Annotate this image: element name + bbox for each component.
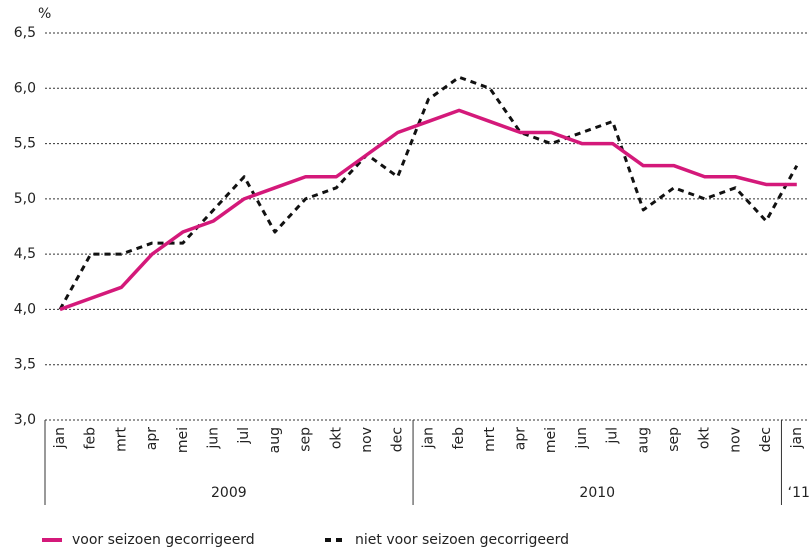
x-tick-label: aug xyxy=(635,427,651,453)
y-tick-label: 3,5 xyxy=(14,357,36,373)
x-tick-label: dec xyxy=(758,427,774,452)
y-tick-label: 4,5 xyxy=(14,246,36,262)
x-tick-label: jan xyxy=(52,427,68,449)
y-unit: % xyxy=(38,6,51,22)
year-label: 2010 xyxy=(579,485,615,501)
x-tick-label: jan xyxy=(420,427,436,449)
x-tick-label: jun xyxy=(574,427,590,450)
x-tick-label: aug xyxy=(267,427,283,453)
x-tick-label: nov xyxy=(727,427,743,453)
x-tick-label: jul xyxy=(605,427,621,445)
x-tick-label: feb xyxy=(451,427,467,450)
x-tick-label: apr xyxy=(144,427,160,450)
x-tick-label: sep xyxy=(298,427,314,452)
series-line xyxy=(59,108,797,312)
y-tick-label: 5,5 xyxy=(14,136,36,152)
x-tick-label: okt xyxy=(328,426,344,449)
x-tick-label: mrt xyxy=(113,426,129,451)
legend-label: voor seizoen gecorrigeerd xyxy=(72,532,255,548)
x-tick-label: feb xyxy=(83,427,99,450)
y-tick-label: 3,0 xyxy=(14,412,36,428)
y-tick-label: 5,0 xyxy=(14,191,36,207)
y-tick-label: 6,0 xyxy=(14,80,36,96)
year-label: 2009 xyxy=(211,485,247,501)
x-tick-label: dec xyxy=(390,427,406,452)
x-tick-label: nov xyxy=(359,427,375,453)
series-line xyxy=(58,75,799,311)
x-tick-label: jan xyxy=(789,427,805,449)
x-tick-label: sep xyxy=(666,427,682,452)
x-tick-label: apr xyxy=(513,427,529,450)
x-tick-label: jul xyxy=(236,427,252,445)
x-tick-label: jun xyxy=(206,427,222,450)
x-tick-label: okt xyxy=(697,426,713,449)
x-tick-label: mei xyxy=(543,427,559,453)
y-tick-label: 6,5 xyxy=(14,25,36,41)
legend-label: niet voor seizoen gecorrigeerd xyxy=(355,532,569,548)
y-tick-label: 4,0 xyxy=(14,301,36,317)
x-tick-label: mrt xyxy=(482,426,498,451)
year-label: ‘11 xyxy=(788,485,809,501)
x-tick-label: mei xyxy=(175,427,191,453)
